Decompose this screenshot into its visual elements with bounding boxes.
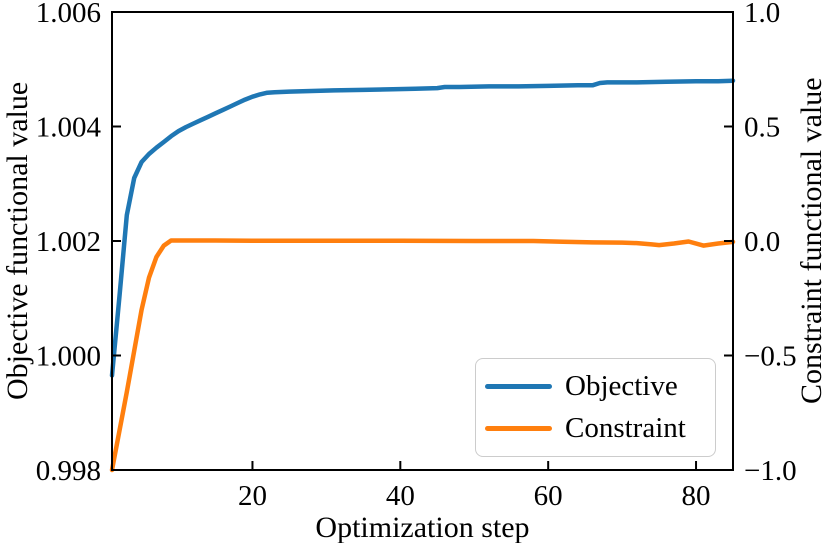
x-axis-label: Optimization step (315, 511, 530, 543)
y-tick-label-left: 1.002 (36, 226, 101, 258)
legend-line-swatch (485, 426, 552, 431)
y-tick-label-right: −1.0 (744, 455, 797, 487)
x-tick-label: 40 (386, 480, 415, 512)
y-axis-label-left: Objective functional value (1, 81, 34, 401)
x-tick-label: 80 (682, 480, 711, 512)
y-tick-label-left: 1.000 (36, 341, 101, 373)
series-line-constraint (109, 238, 736, 473)
y-tick-label-right: 1.0 (744, 0, 780, 29)
y-axis-label-right: Constraint functional value (795, 77, 828, 405)
legend-entry: Objective (485, 372, 715, 401)
series-line-objective (109, 78, 736, 378)
y-tick-label-left: 1.006 (36, 0, 101, 29)
legend-entry: Constraint (485, 414, 715, 443)
y-tick-label-right: 0.5 (744, 112, 780, 144)
y-tick-label-left: 1.004 (36, 112, 102, 144)
legend-label: Constraint (565, 412, 686, 444)
y-tick-label-left: 0.998 (36, 455, 101, 487)
x-tick-label: 20 (238, 480, 267, 512)
y-tick-label-right: 0.0 (744, 226, 780, 258)
legend: Objective Constraint (475, 358, 716, 457)
x-tick-label: 60 (534, 480, 563, 512)
legend-line-swatch (485, 384, 552, 389)
legend-label: Objective (565, 370, 678, 402)
y-tick-label-right: −0.5 (744, 341, 797, 373)
